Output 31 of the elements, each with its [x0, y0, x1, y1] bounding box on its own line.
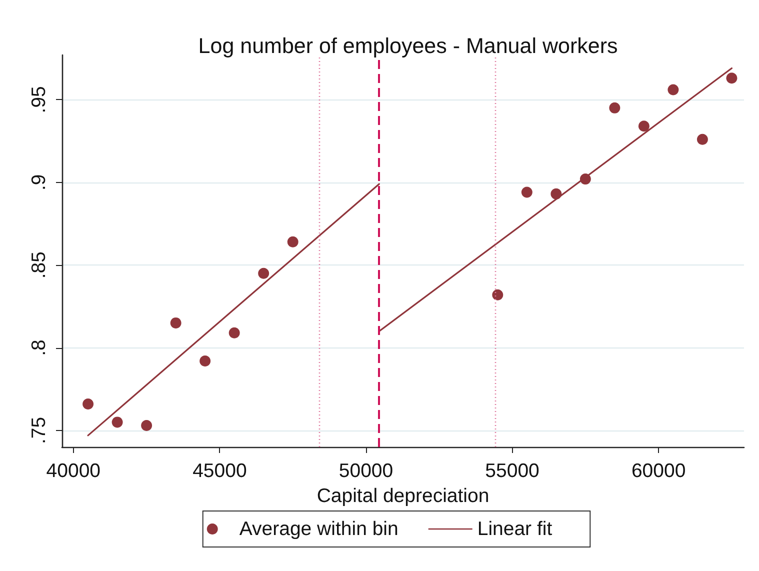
x-axis-title: Capital depreciation	[316, 484, 490, 507]
y-tick-label: .75	[28, 416, 50, 444]
point	[521, 186, 532, 198]
point	[170, 317, 182, 328]
point	[609, 102, 620, 114]
x-tick-label: 45000	[192, 460, 247, 482]
point	[200, 355, 211, 366]
x-tick-label: 40000	[46, 460, 101, 482]
y-tick-label: .9	[28, 174, 50, 190]
y-tick-label: .85	[28, 251, 50, 279]
y-tick-label: .8	[28, 340, 50, 356]
legend-label: Average within bin	[239, 518, 398, 540]
point	[112, 416, 123, 428]
point	[492, 289, 504, 300]
x-tick-label: 50000	[338, 460, 394, 482]
point	[258, 268, 270, 279]
point	[726, 72, 738, 84]
chart-title: Log number of employees - Manual workers	[198, 34, 618, 58]
point	[550, 188, 562, 200]
x-tick-label: 55000	[485, 460, 540, 482]
point	[287, 236, 298, 248]
legend-label: Linear fit	[477, 518, 553, 540]
point	[638, 120, 650, 132]
point	[228, 327, 240, 338]
y-tick-label: .95	[28, 86, 50, 114]
point	[580, 174, 591, 185]
point	[696, 134, 708, 145]
x-tick-label: 60000	[631, 460, 686, 482]
point	[141, 420, 152, 431]
point	[668, 84, 679, 96]
point	[82, 398, 94, 410]
